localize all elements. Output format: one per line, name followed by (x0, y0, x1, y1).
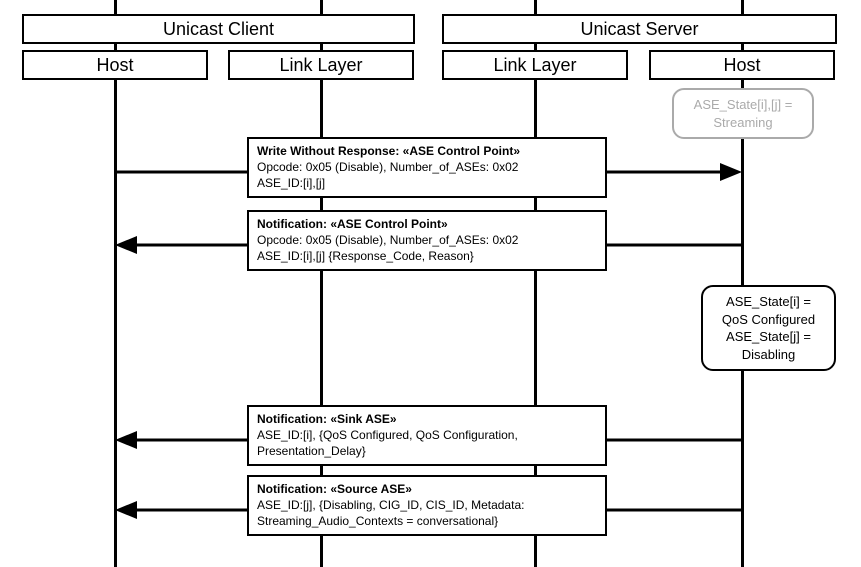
state-text: Disabling (713, 346, 824, 364)
msg-write-without-response: Write Without Response: «ASE Control Poi… (247, 137, 607, 198)
state-qos-disabling: ASE_State[i] = QoS Configured ASE_State[… (701, 285, 836, 371)
state-text: QoS Configured (713, 311, 824, 329)
msg-line: Opcode: 0x05 (Disable), Number_of_ASEs: … (257, 232, 597, 248)
msg-line: ASE_ID:[j], {Disabling, CIG_ID, CIS_ID, … (257, 497, 597, 513)
msg-notification-sink-ase: Notification: «Sink ASE» ASE_ID:[i], {Qo… (247, 405, 607, 466)
msg-line: Streaming_Audio_Contexts = conversationa… (257, 513, 597, 529)
state-text: ASE_State[i] = (713, 293, 824, 311)
state-text: ASE_State[j] = (713, 328, 824, 346)
msg-line: ASE_ID:[i],[j] {Response_Code, Reason} (257, 248, 597, 264)
msg-title: Notification: «Sink ASE» (257, 411, 597, 427)
msg-title: Write Without Response: «ASE Control Poi… (257, 143, 597, 159)
msg-line: Opcode: 0x05 (Disable), Number_of_ASEs: … (257, 159, 597, 175)
msg-title: Notification: «Source ASE» (257, 481, 597, 497)
msg-line: ASE_ID:[i],[j] (257, 175, 597, 191)
msg-line: Presentation_Delay} (257, 443, 597, 459)
msg-line: ASE_ID:[i], {QoS Configured, QoS Configu… (257, 427, 597, 443)
msg-title: Notification: «ASE Control Point» (257, 216, 597, 232)
msg-notification-source-ase: Notification: «Source ASE» ASE_ID:[j], {… (247, 475, 607, 536)
msg-notification-control-point: Notification: «ASE Control Point» Opcode… (247, 210, 607, 271)
